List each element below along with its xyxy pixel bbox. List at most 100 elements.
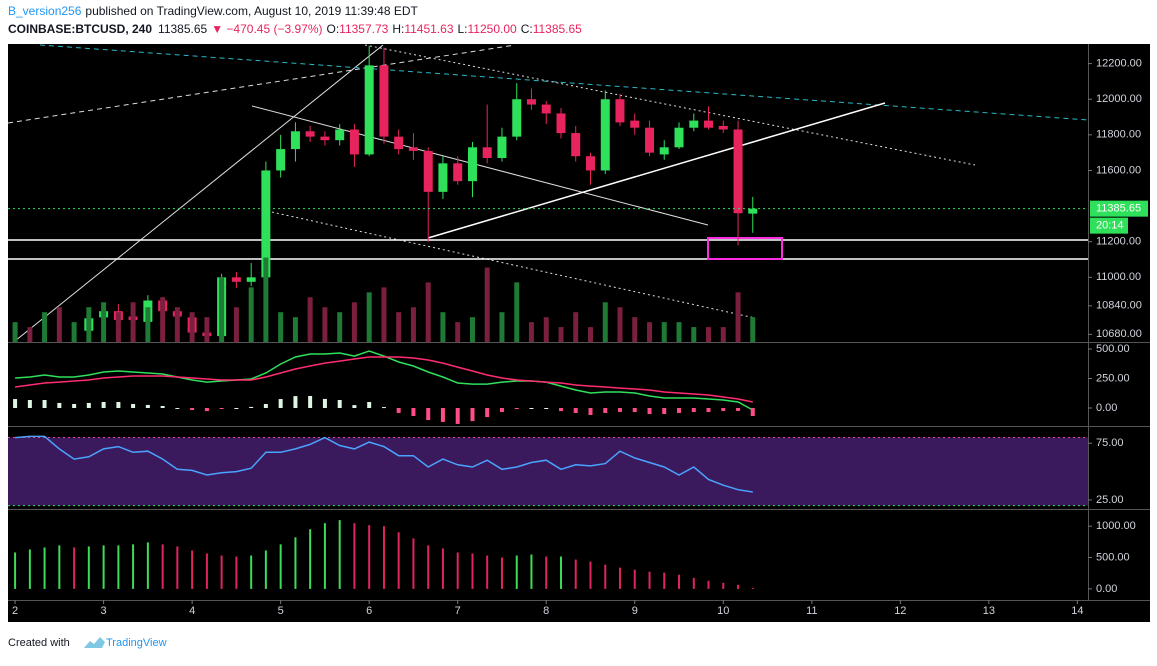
h-label: H: (392, 22, 404, 36)
histogram-bar (722, 582, 725, 589)
macd-histogram (204, 408, 209, 412)
volume-bar (366, 292, 372, 342)
histogram-bar (618, 567, 621, 589)
pane-borders (8, 44, 1150, 601)
candle-body (423, 150, 433, 192)
volume-bar (86, 307, 92, 342)
histogram-bar (250, 555, 253, 589)
candle-body (585, 156, 595, 171)
histogram-bar (633, 569, 636, 589)
macd-histogram (72, 403, 77, 409)
volume-bar (233, 307, 239, 342)
histogram-bar (338, 520, 341, 589)
symbol: COINBASE:BTCUSD, 240 (8, 22, 152, 36)
volume-bar (425, 282, 431, 342)
candle-body (438, 163, 448, 192)
candle-body (394, 136, 404, 150)
macd-histogram (411, 408, 416, 417)
volume-bar (602, 302, 608, 342)
macd-histogram (617, 408, 622, 412)
macd-histogram (219, 408, 224, 410)
symbol-line: COINBASE:BTCUSD, 240 11385.65 ▼ −470.45 (−… (8, 22, 582, 36)
candle-body (482, 147, 492, 158)
histogram-bar (382, 526, 385, 589)
author[interactable]: B_version256 (8, 4, 82, 18)
histogram-bar (427, 545, 430, 589)
volume-bar (337, 312, 343, 342)
macd-histogram (367, 401, 372, 409)
macd-histogram (396, 408, 401, 413)
footer-created: Created with (8, 637, 70, 649)
macd-histogram (352, 405, 357, 409)
histogram-bar (412, 538, 415, 589)
candle-body (512, 99, 522, 137)
y-tick-label: 12200.00 (1096, 57, 1142, 69)
histogram-bar (441, 548, 444, 589)
y-tick-label: 10680.00 (1096, 328, 1142, 340)
c-value: 11385.65 (533, 22, 582, 36)
x-tick-label: 4 (189, 605, 195, 617)
candle-body (689, 120, 699, 128)
macd-histogram (160, 406, 165, 409)
volume-bar (307, 297, 313, 342)
macd-histogram (514, 408, 519, 410)
volume-bar (248, 287, 254, 342)
y-tick-label: 75.00 (1096, 437, 1124, 449)
y-tick-label: 500.00 (1096, 343, 1130, 355)
histogram-bar (58, 545, 61, 589)
volume-bar (189, 312, 195, 342)
candle-body (703, 120, 713, 128)
pane-line (8, 435, 1088, 507)
macd-histogram (381, 407, 386, 409)
footer-brand[interactable]: TradingView (106, 637, 167, 649)
o-value: 11357.73 (339, 22, 388, 36)
drawings (8, 44, 1088, 342)
volume-bar (691, 327, 697, 342)
histogram-bar (574, 559, 577, 589)
candle-body (335, 129, 345, 141)
histogram-bar (397, 532, 400, 589)
candle-body (674, 127, 684, 148)
y-tick-label: 1000.00 (1096, 520, 1136, 532)
histogram-bar (220, 555, 223, 589)
candle-body (718, 125, 728, 130)
histogram-bar (294, 537, 297, 589)
y-tick-label: 250.00 (1096, 372, 1130, 384)
candle-body (467, 147, 477, 182)
histogram-bar (678, 574, 681, 589)
histogram-bar (515, 555, 518, 589)
histogram-bar (146, 542, 149, 589)
macd-histogram (603, 408, 608, 413)
macd-histogram (677, 408, 682, 413)
x-tick-label: 11 (806, 605, 817, 617)
macd-histogram (263, 403, 268, 409)
volume-bar (440, 312, 446, 342)
macd-histogram (470, 408, 475, 422)
candle-body (379, 65, 389, 137)
candle-body (349, 129, 359, 155)
trendline (364, 44, 976, 166)
volume-bar (292, 317, 298, 342)
volume-bar (160, 297, 166, 342)
histogram-bar (589, 561, 592, 589)
macd-histogram (190, 408, 195, 411)
y-tick-label: 500.00 (1096, 551, 1130, 563)
macd-histogram (234, 408, 239, 410)
y-tick-label: 11200.00 (1096, 236, 1141, 248)
candle-body (364, 65, 374, 155)
trendline (12, 44, 384, 342)
macd-histogram (647, 408, 652, 415)
x-tick-label: 9 (632, 605, 638, 617)
macd-histogram (750, 408, 755, 417)
macd-histogram (249, 406, 254, 409)
l-value: 11250.00 (468, 22, 517, 36)
change: ▼ −470.45 (−3.97%) (211, 22, 322, 36)
histogram-bar (663, 572, 666, 589)
logo (84, 637, 105, 648)
x-tick-label: 2 (12, 605, 18, 617)
pane-bar (14, 520, 754, 589)
macd-histogram (544, 408, 549, 410)
volume-bar (499, 312, 505, 342)
candle-body (571, 133, 581, 157)
volume-bar (56, 307, 62, 342)
